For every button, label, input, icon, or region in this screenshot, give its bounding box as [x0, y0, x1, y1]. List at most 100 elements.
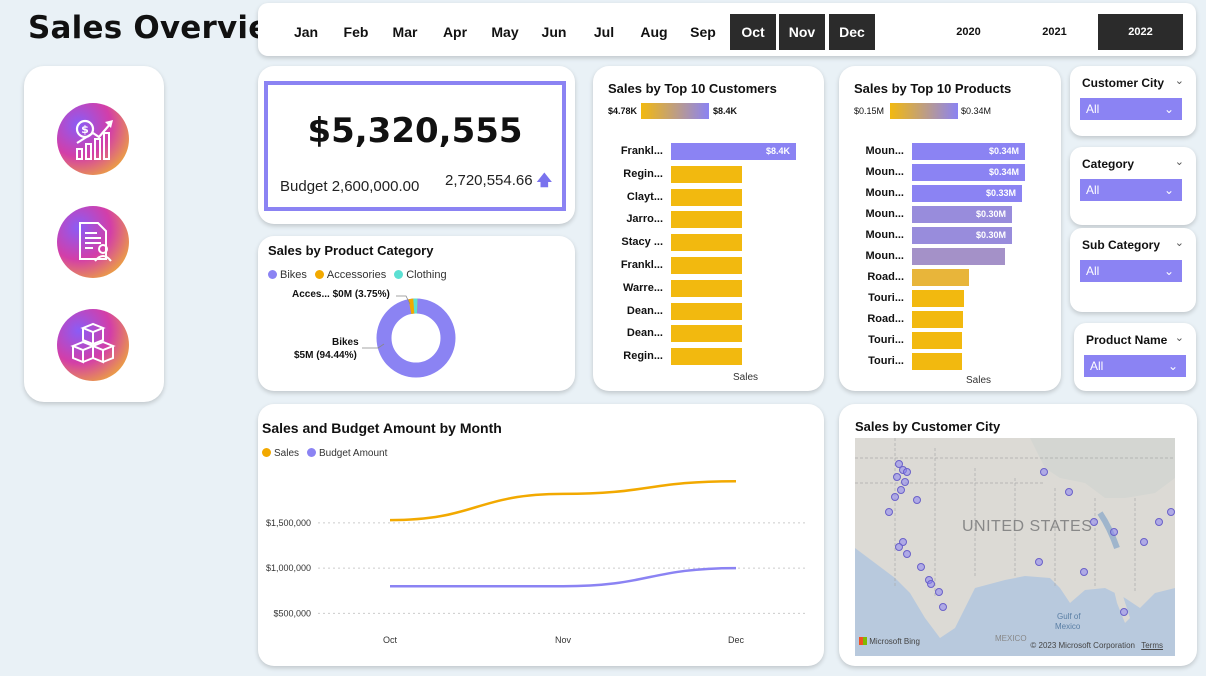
city-bubble[interactable]	[899, 538, 907, 546]
bar-mark[interactable]	[912, 290, 964, 307]
city-bubble[interactable]	[1110, 528, 1118, 536]
month-button-mar[interactable]: Mar	[392, 24, 418, 40]
city-bubble[interactable]	[893, 473, 901, 481]
city-bubble[interactable]	[895, 543, 903, 551]
month-button-feb[interactable]: Feb	[343, 24, 369, 40]
month-button-jul[interactable]: Jul	[593, 24, 615, 40]
city-bubble[interactable]	[939, 603, 947, 611]
bar-mark[interactable]	[671, 348, 742, 366]
sub-category-dropdown[interactable]: All ⌄	[1080, 260, 1182, 282]
bar-mark[interactable]	[912, 353, 962, 370]
city-bubble[interactable]	[885, 508, 893, 516]
city-bubble[interactable]	[891, 493, 899, 501]
customer-city-dropdown[interactable]: All ⌄	[1080, 98, 1182, 120]
city-bubble[interactable]	[901, 478, 909, 486]
bar-mark[interactable]	[671, 188, 742, 206]
bikes-data-label-value: $5M (94.44%)	[294, 350, 357, 361]
month-button-dec[interactable]: Dec	[829, 14, 875, 50]
city-bubble[interactable]	[1155, 518, 1163, 526]
bar-label: Regin...	[623, 167, 663, 180]
year-button-2020[interactable]: 2020	[956, 26, 981, 38]
chevron-down-icon[interactable]: ⌄	[1174, 332, 1184, 344]
chevron-down-icon[interactable]: ⌄	[1174, 156, 1184, 168]
city-bubble[interactable]	[1040, 468, 1048, 476]
legend-item-bikes[interactable]: Bikes	[268, 269, 307, 281]
bar-label: Frankl...	[620, 145, 663, 157]
map-canvas[interactable]: UNITED STATES Gulf of Mexico MEXICO Micr…	[855, 438, 1175, 656]
city-bubble[interactable]	[913, 496, 921, 504]
bar-mark[interactable]	[912, 206, 1012, 223]
city-bubble[interactable]	[1167, 508, 1175, 516]
category-legend: Bikes Accessories Clothing	[268, 269, 447, 281]
slicer-title: Sub Category	[1082, 238, 1161, 252]
bar-mark[interactable]	[671, 302, 742, 320]
city-bubble[interactable]	[935, 588, 943, 596]
bar-label: Warre...	[623, 281, 663, 294]
city-bubble[interactable]	[1035, 558, 1043, 566]
map-copyright: © 2023 Microsoft Corporation Terms	[1030, 641, 1163, 650]
bar-mark[interactable]	[671, 211, 742, 229]
bar-mark[interactable]	[912, 227, 1012, 244]
page-title: Sales Overview	[28, 10, 299, 46]
legend-item-budget[interactable]: Budget Amount	[307, 448, 387, 459]
bar-mark[interactable]	[671, 325, 742, 343]
chevron-down-icon: ⌄	[1163, 102, 1174, 116]
budget-value: Budget 2,600,000.00	[280, 178, 420, 195]
bar-mark[interactable]	[671, 143, 796, 160]
bar-mark[interactable]	[912, 143, 1025, 160]
svg-text:$: $	[81, 123, 89, 136]
city-bubble[interactable]	[1090, 518, 1098, 526]
bar-mark[interactable]	[671, 257, 742, 274]
bar-mark[interactable]	[912, 185, 1022, 202]
sales-growth-icon[interactable]: $	[57, 103, 129, 175]
category-dropdown[interactable]: All ⌄	[1080, 179, 1182, 201]
month-button-may[interactable]: May	[491, 24, 519, 40]
series-line-sales[interactable]	[389, 479, 737, 522]
bar-label: Touri...	[868, 355, 904, 367]
product-name-dropdown[interactable]: All ⌄	[1084, 355, 1186, 377]
bar-mark[interactable]	[671, 279, 742, 297]
legend-item-clothing[interactable]: Clothing	[394, 269, 447, 281]
city-bubble[interactable]	[1065, 488, 1073, 496]
month-button-oct[interactable]: Oct	[730, 14, 776, 50]
city-bubble[interactable]	[1140, 538, 1148, 546]
month-button-sep[interactable]: Sep	[690, 24, 716, 40]
chevron-down-icon[interactable]: ⌄	[1174, 75, 1184, 87]
terms-link[interactable]: Terms	[1141, 641, 1163, 650]
year-button-2021[interactable]: 2021	[1042, 26, 1067, 38]
bar-mark[interactable]	[912, 164, 1025, 181]
customer-document-icon[interactable]	[57, 206, 129, 278]
bar-mark[interactable]	[912, 248, 1005, 265]
bar-mark[interactable]	[912, 269, 969, 286]
month-button-jun[interactable]: Jun	[541, 24, 567, 40]
city-bubble[interactable]	[903, 468, 911, 476]
color-scale-bar	[890, 103, 958, 119]
bar-value-label: $8.4K	[765, 146, 790, 156]
donut-slice-bikes[interactable]	[376, 298, 456, 378]
city-bubble[interactable]	[927, 580, 935, 588]
city-bubble[interactable]	[917, 563, 925, 571]
series-line-budget[interactable]	[390, 566, 737, 588]
city-bubble[interactable]	[1120, 608, 1128, 616]
legend-item-accessories[interactable]: Accessories	[314, 269, 386, 281]
bar-mark[interactable]	[912, 332, 962, 349]
legend-dot	[268, 270, 277, 279]
slicer-title: Category	[1082, 157, 1135, 171]
canada-area	[1030, 438, 1175, 498]
products-boxes-icon[interactable]	[57, 309, 129, 381]
chevron-down-icon: ⌄	[1163, 264, 1174, 278]
month-button-nov[interactable]: Nov	[779, 14, 825, 50]
bar-mark[interactable]	[671, 234, 742, 252]
legend-item-sales[interactable]: Sales	[262, 448, 299, 459]
month-button-aug[interactable]: Aug	[640, 24, 668, 40]
chevron-down-icon[interactable]: ⌄	[1174, 237, 1184, 249]
kpi-frame: $5,320,555 Budget 2,600,000.00 2,720,554…	[264, 81, 566, 211]
month-button-apr[interactable]: Apr	[442, 24, 468, 40]
year-button-2022[interactable]: 2022	[1098, 14, 1183, 50]
city-bubble[interactable]	[903, 550, 911, 558]
city-bubble[interactable]	[897, 486, 905, 494]
bar-mark[interactable]	[912, 311, 963, 328]
city-bubble[interactable]	[1080, 568, 1088, 576]
bar-mark[interactable]	[671, 165, 742, 183]
month-button-jan[interactable]: Jan	[293, 24, 319, 40]
